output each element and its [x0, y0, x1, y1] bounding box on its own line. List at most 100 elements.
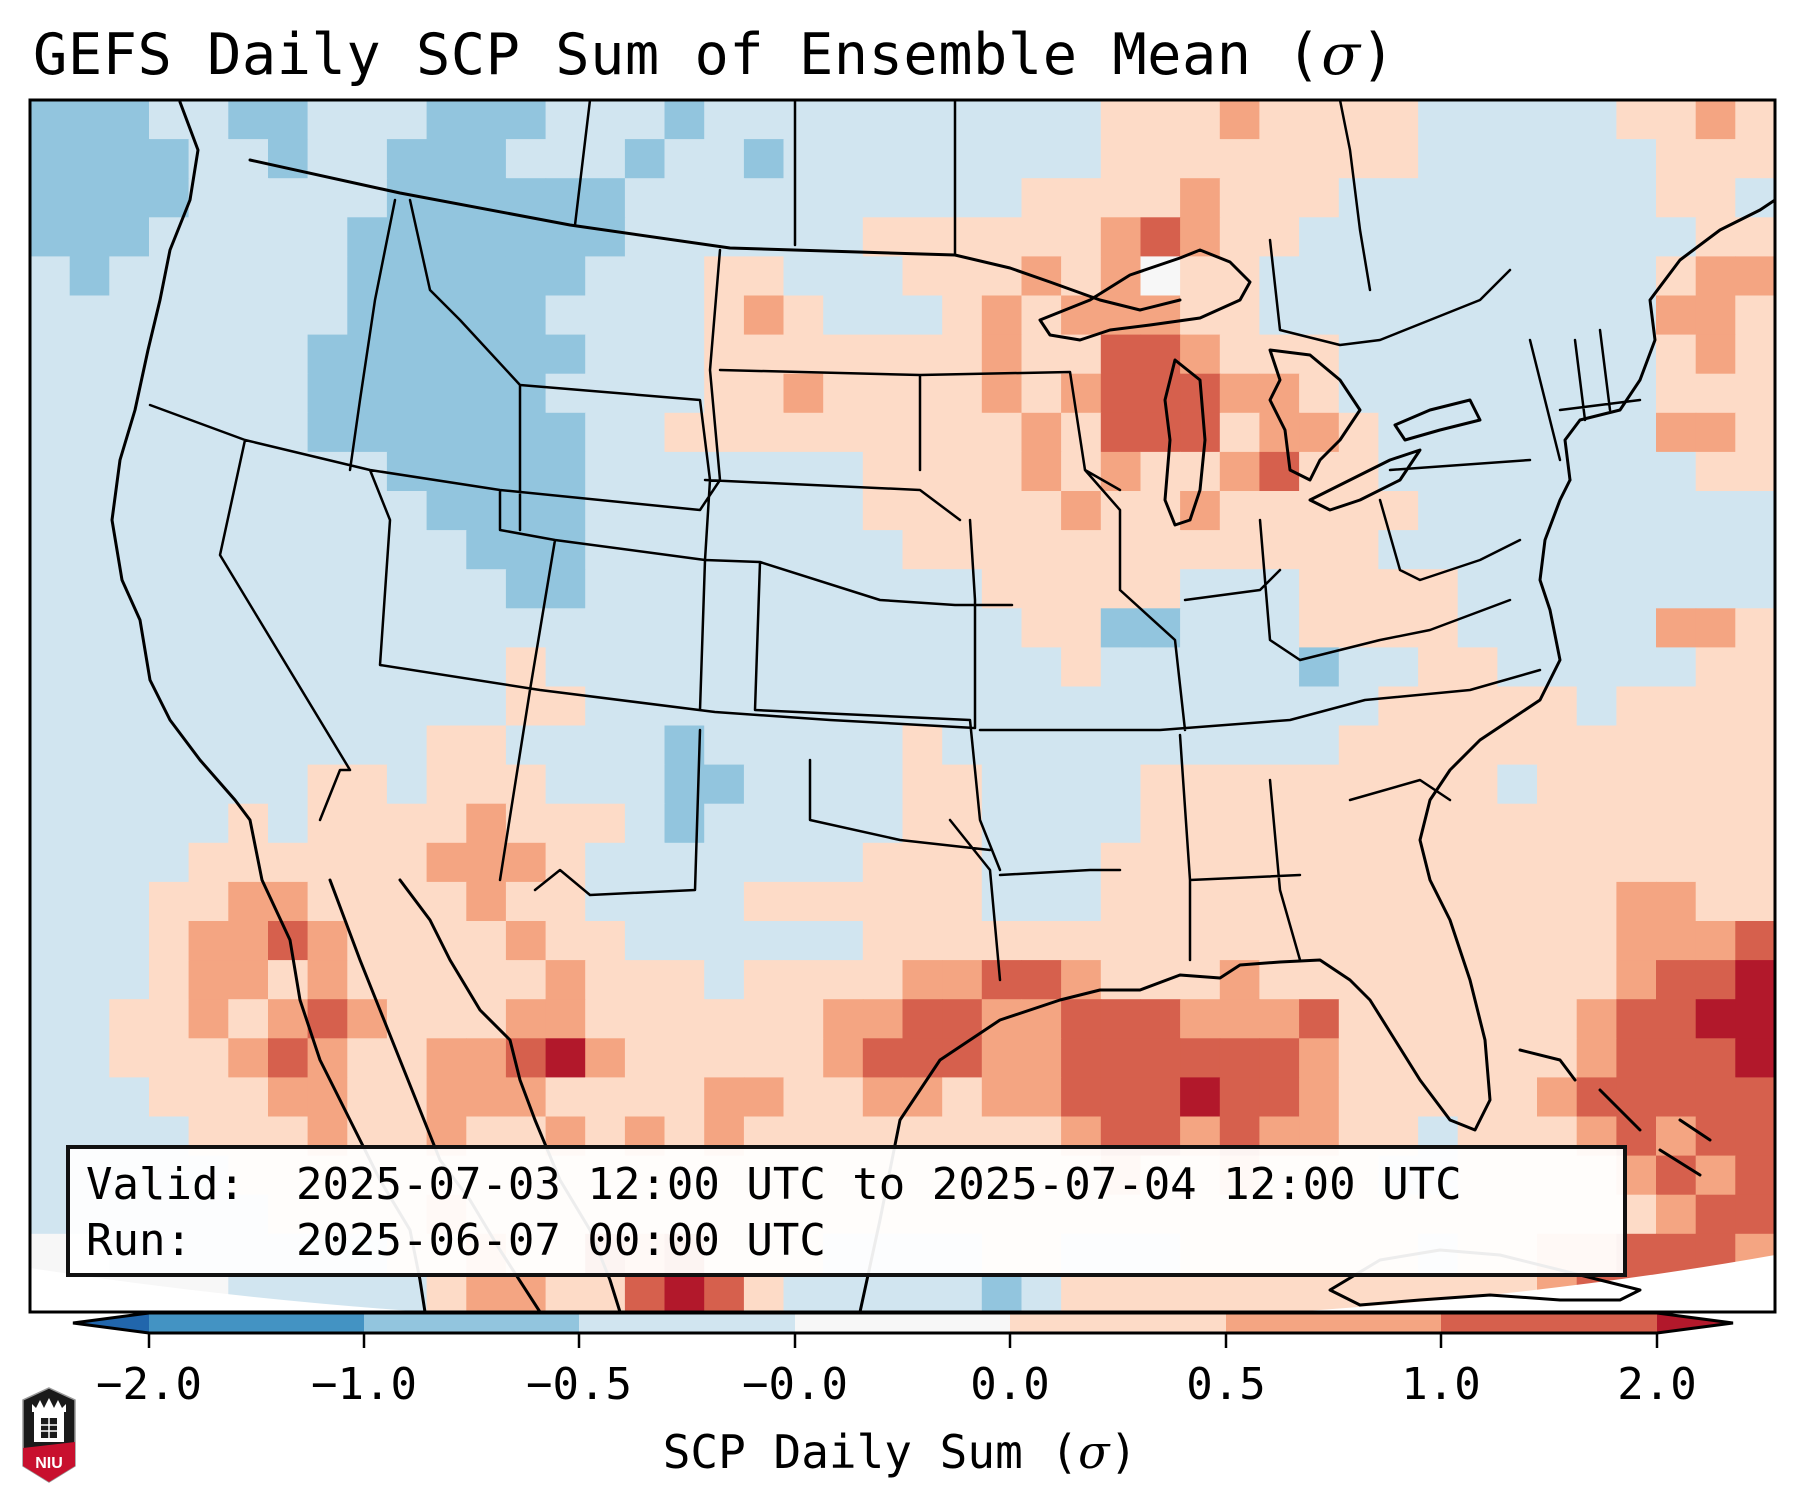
field-cell [1021, 139, 1062, 179]
field-cell [1656, 139, 1697, 179]
field-cell [1537, 999, 1578, 1039]
field-cell [1219, 256, 1261, 297]
field-cell [624, 764, 666, 805]
field-cell [1140, 960, 1181, 1000]
field-cell [1299, 373, 1340, 414]
scp-anomaly-field [30, 100, 1775, 1312]
field-cell [1656, 178, 1697, 218]
field-cell [1180, 139, 1221, 179]
field-cell [1418, 569, 1459, 609]
field-cell [1021, 1272, 1062, 1312]
field-cell [466, 608, 507, 648]
field-cell [1656, 1233, 1697, 1274]
field-cell [902, 139, 943, 179]
field-cell [1418, 881, 1459, 922]
field-cell [1656, 764, 1697, 805]
field-cell [1100, 178, 1142, 218]
field-cell [1100, 921, 1142, 961]
field-cell [1299, 725, 1340, 766]
field-cell [1418, 139, 1459, 179]
field-cell [1656, 334, 1697, 375]
field-cell [1219, 764, 1261, 805]
field-cell [307, 530, 348, 570]
field-cell [1616, 412, 1657, 453]
field-cell [1219, 1272, 1261, 1312]
field-cell [307, 881, 348, 922]
field-cell [268, 764, 309, 805]
field-cell [149, 1038, 190, 1078]
field-cell [1021, 412, 1062, 453]
field-cell [743, 921, 785, 961]
field-cell [30, 491, 71, 531]
field-cell [228, 256, 269, 297]
field-cell [942, 334, 983, 375]
field-cell [1497, 881, 1538, 922]
field-cell [743, 451, 785, 492]
field-cell [30, 842, 71, 883]
field-cell [862, 1038, 904, 1078]
field-cell [1695, 608, 1736, 648]
field-cell [545, 451, 586, 492]
chart-title: GEFS Daily SCP Sum of Ensemble Mean (σ) [33, 22, 1395, 88]
field-cell [664, 295, 705, 336]
field-cell [862, 334, 904, 375]
field-cell [1259, 803, 1300, 844]
field-cell [426, 451, 467, 492]
field-cell [386, 295, 428, 336]
colorbar [72, 1311, 1734, 1348]
field-cell [704, 881, 745, 922]
field-cell [1180, 491, 1221, 531]
field-cell [188, 921, 229, 961]
field-cell [1616, 960, 1657, 1000]
field-cell [1061, 842, 1102, 883]
field-cell [1338, 139, 1380, 179]
field-cell [1021, 960, 1062, 1000]
field-cell [347, 725, 388, 766]
field-cell [902, 295, 943, 336]
field-cell [585, 881, 626, 922]
field-cell [1497, 100, 1538, 140]
field-cell [1576, 100, 1617, 140]
field-cell [902, 842, 943, 883]
field-cell [228, 1038, 269, 1078]
field-cell [1338, 1077, 1380, 1118]
field-cell [426, 725, 467, 766]
field-cell [307, 491, 348, 531]
field-cell [1338, 569, 1380, 609]
field-cell [1576, 295, 1617, 336]
field-cell [1259, 1077, 1300, 1118]
field-cell [1457, 647, 1498, 688]
field-cell [1656, 569, 1697, 609]
field-cell [1656, 412, 1697, 453]
field-cell [1299, 217, 1340, 257]
field-cell [1219, 491, 1261, 531]
field-cell [942, 139, 983, 179]
field-cell [902, 999, 943, 1039]
field-cell [1695, 647, 1736, 688]
field-cell [1100, 139, 1142, 179]
field-cell [505, 217, 547, 257]
field-cell [1418, 178, 1459, 218]
field-cell [585, 1038, 626, 1078]
field-cell [1100, 1077, 1142, 1118]
field-cell [1021, 491, 1062, 531]
field-cell [466, 999, 507, 1039]
field-cell [307, 1077, 348, 1118]
field-cell [386, 764, 428, 805]
field-cell [347, 842, 388, 883]
field-cell [1299, 803, 1340, 844]
field-cell [69, 100, 110, 140]
field-cell [188, 999, 229, 1039]
field-cell [981, 803, 1023, 844]
field-cell [426, 686, 467, 727]
lake-erie [1308, 448, 1422, 512]
field-cell [1616, 139, 1657, 179]
field-cell [228, 295, 269, 336]
field-cell [902, 686, 943, 727]
field-cell [1695, 842, 1736, 883]
field-cell [228, 608, 269, 648]
field-cell [30, 217, 71, 257]
field-cell [1656, 373, 1697, 414]
field-cell [783, 1272, 824, 1312]
field-cell [624, 647, 666, 688]
